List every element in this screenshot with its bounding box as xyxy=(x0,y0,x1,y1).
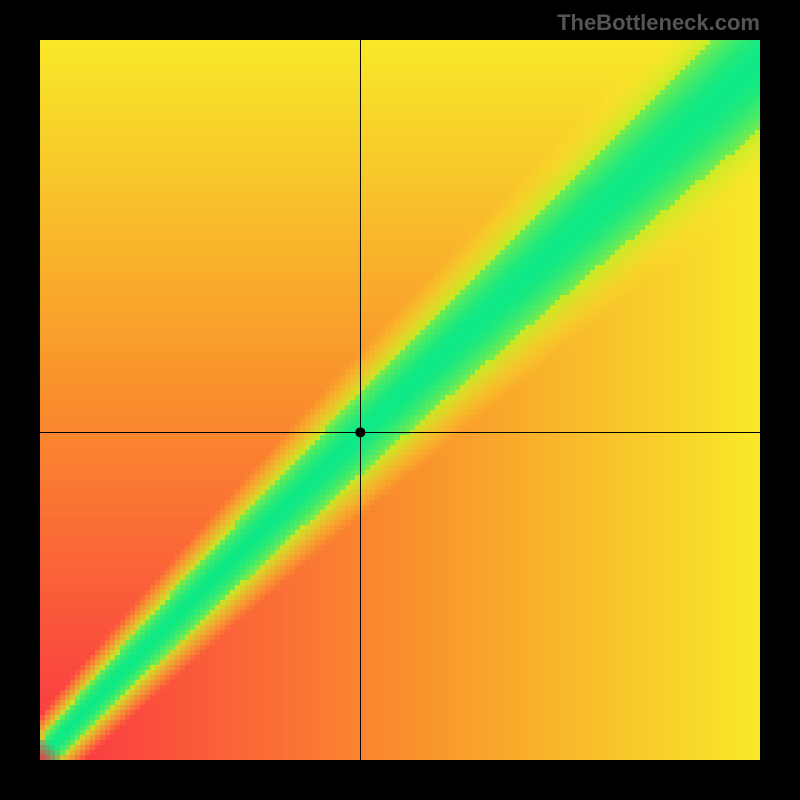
attribution-text: TheBottleneck.com xyxy=(557,10,760,36)
bottleneck-heatmap xyxy=(40,40,760,760)
